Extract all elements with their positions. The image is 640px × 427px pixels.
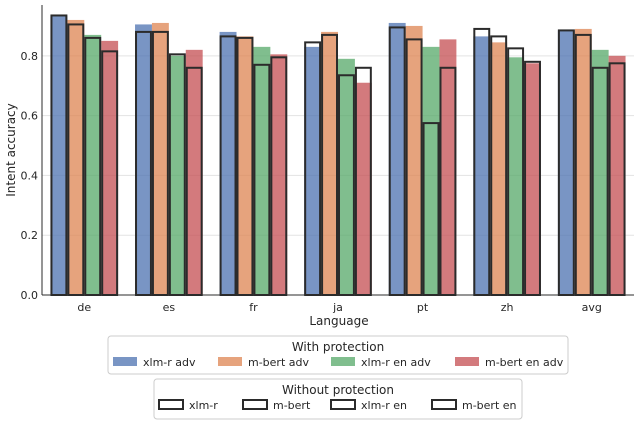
x-axis-label: Language xyxy=(309,314,368,328)
legend-swatch xyxy=(431,399,457,410)
bar-with-protection xyxy=(151,22,169,296)
bar-with-protection xyxy=(270,54,288,295)
legend-swatch xyxy=(113,357,137,366)
bars-with-protection xyxy=(50,15,626,296)
x-tick-label: ja xyxy=(332,301,343,314)
bar-with-protection xyxy=(490,42,508,295)
x-tick-label: es xyxy=(163,301,176,314)
bar-with-protection xyxy=(524,63,541,296)
bar-with-protection xyxy=(185,49,203,295)
x-tick-label: avg xyxy=(582,301,602,314)
bar-with-protection xyxy=(219,31,237,295)
legend-swatch xyxy=(242,399,268,410)
bar-with-protection xyxy=(422,46,440,296)
legends: With protection xlm-r adv m-bert adv xlm-r … xyxy=(107,335,569,420)
y-tick-label: 0.4 xyxy=(21,169,39,182)
bar-with-protection xyxy=(574,28,592,295)
y-axis-label: Intent accuracy xyxy=(4,103,18,197)
legend-label: xlm-r en xyxy=(361,399,407,412)
bar-with-protection xyxy=(557,30,575,295)
legend-label: xlm-r en adv xyxy=(361,356,431,369)
bar-with-protection xyxy=(236,36,254,295)
legend-with-protection: With protection xlm-r adv m-bert adv xlm-r … xyxy=(107,335,569,375)
bar-with-protection xyxy=(405,25,423,296)
bar-with-protection xyxy=(388,22,406,296)
bar-with-protection xyxy=(591,49,609,295)
y-tick-label: 0.8 xyxy=(21,50,39,63)
legend-title: Without protection xyxy=(282,383,394,397)
legend-without-protection: Without protection xlm-r m-bert xlm-r en m-b… xyxy=(153,378,523,420)
legend-label: m-bert adv xyxy=(248,356,309,369)
y-tick-label: 0.6 xyxy=(21,110,39,123)
x-tick-label: de xyxy=(77,301,91,314)
legend-label: m-bert en adv xyxy=(485,356,564,369)
bar-with-protection xyxy=(473,36,491,295)
bar-with-protection xyxy=(50,15,68,295)
legend-swatch xyxy=(331,357,355,366)
legend-swatch xyxy=(455,357,479,366)
x-tick-label: zh xyxy=(501,301,514,314)
bar-with-protection xyxy=(304,46,322,296)
bar-with-protection xyxy=(354,82,372,295)
bar-with-protection xyxy=(439,39,457,296)
bar-with-protection xyxy=(84,34,102,295)
bar-with-protection xyxy=(101,40,119,296)
bar-with-protection xyxy=(507,57,525,296)
axes: 0.0 0.2 0.4 0.6 0.8 de es fr ja pt zh avg xyxy=(21,5,634,314)
legend-title: With protection xyxy=(292,340,384,354)
bar-with-protection xyxy=(135,24,152,296)
legend-label: xlm-r adv xyxy=(143,356,196,369)
legend-swatch xyxy=(158,399,184,410)
bar-with-protection xyxy=(338,58,355,295)
bar-with-protection xyxy=(253,46,271,296)
y-tick-label: 0.2 xyxy=(21,229,39,242)
legend-label: xlm-r xyxy=(189,399,218,412)
x-tick-label: fr xyxy=(249,301,258,314)
legend-swatch xyxy=(330,399,356,410)
legend-label: m-bert xyxy=(273,399,311,412)
bar-with-protection xyxy=(321,31,338,295)
bar-with-protection xyxy=(168,55,186,296)
bar-with-protection xyxy=(67,19,85,295)
legend-label: m-bert en xyxy=(462,399,517,412)
legend-swatch xyxy=(218,357,242,366)
bar-with-protection xyxy=(608,55,626,296)
y-tick-label: 0.0 xyxy=(21,289,39,302)
x-tick-label: pt xyxy=(417,301,429,314)
